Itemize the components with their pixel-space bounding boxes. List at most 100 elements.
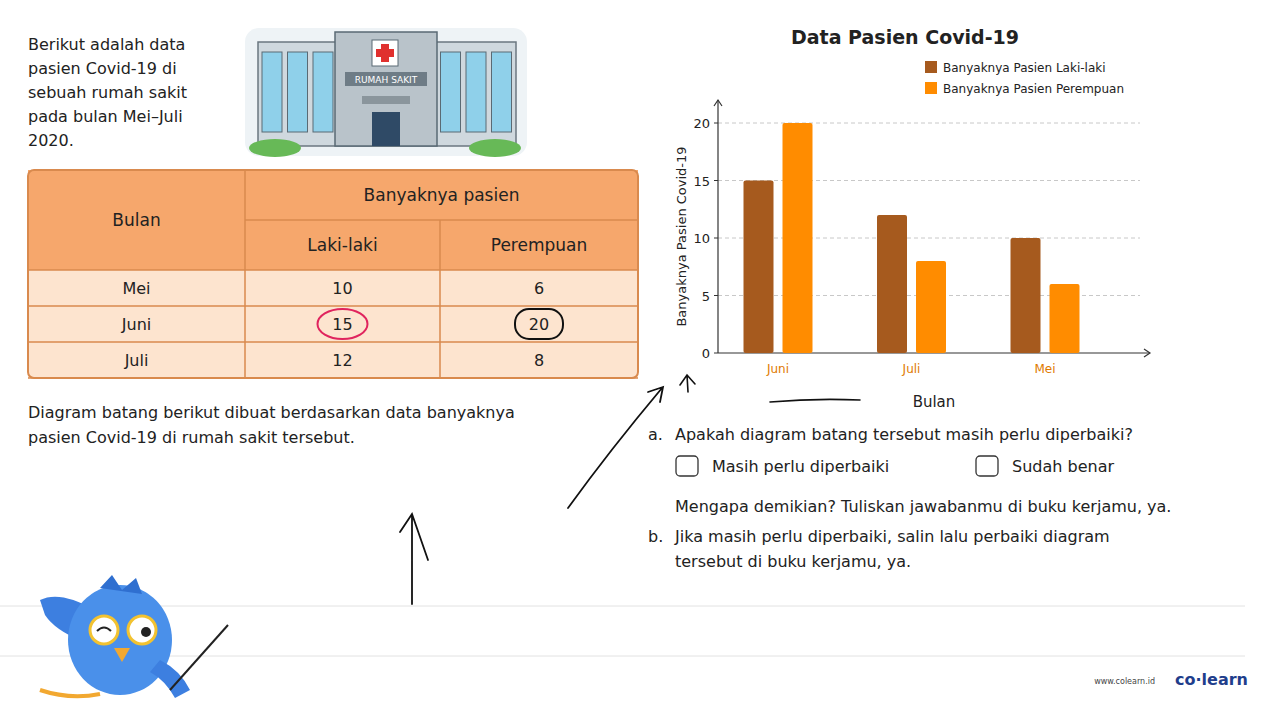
- table-cell: Mei: [122, 279, 150, 298]
- body-bg: [28, 270, 638, 378]
- table-header: Bulan: [112, 210, 160, 230]
- table-line: [28, 341, 638, 343]
- bar: [1011, 238, 1041, 353]
- window: [288, 52, 308, 132]
- bar: [877, 215, 907, 353]
- table-line: [28, 305, 638, 307]
- y-tick-label: 0: [702, 346, 710, 361]
- bar-chart: Data Pasien Covid-1905101520JuniJuliMeiB…: [674, 26, 1150, 411]
- intro-text: Berikut adalah data: [28, 35, 185, 54]
- y-tick-label: 10: [693, 231, 710, 246]
- intro-text: 2020.: [28, 131, 74, 150]
- y-axis-label: Banyaknya Pasien Covid-19: [674, 146, 689, 326]
- body: [68, 585, 172, 695]
- table-cell: 10: [332, 279, 352, 298]
- option-text: Sudah benar: [1012, 457, 1114, 476]
- legend-label: Banyaknya Pasien Laki-laki: [943, 61, 1106, 75]
- question-text: Apakah diagram batang tersebut masih per…: [675, 425, 1133, 444]
- y-tick-label: 5: [702, 289, 710, 304]
- footer-logo: co·learn: [1175, 670, 1248, 689]
- intro-text: sebuah rumah sakit: [28, 83, 187, 102]
- table-subheader: Laki-laki: [307, 235, 377, 255]
- tower: [335, 32, 437, 146]
- table-cell: 12: [332, 351, 352, 370]
- x-tick-label: Mei: [1034, 362, 1055, 376]
- bar: [783, 123, 813, 353]
- page: Berikut adalah data pasien Covid-19 di seb…: [0, 0, 1280, 720]
- table-cell: 8: [534, 351, 544, 370]
- table-line: [28, 377, 638, 379]
- question-label: a.: [648, 425, 663, 444]
- cross: [376, 49, 394, 57]
- table-cell: Juni: [121, 315, 151, 334]
- pointer: [170, 625, 228, 690]
- legend-swatch: [925, 61, 937, 73]
- bar: [1050, 284, 1080, 353]
- table-line: [28, 269, 638, 271]
- table-line: [244, 170, 246, 378]
- bush: [249, 139, 301, 157]
- checkbox: [976, 456, 998, 476]
- window: [313, 52, 333, 132]
- background: [0, 0, 1280, 720]
- y-axis-arrow: [714, 100, 722, 106]
- table-border: [28, 170, 638, 378]
- x-tick-label: Juni: [766, 362, 789, 376]
- hand-circle: [318, 309, 368, 339]
- table-cell: Juli: [124, 351, 149, 370]
- mascot: [40, 575, 228, 698]
- table-line: [439, 220, 441, 378]
- question-label: b.: [648, 527, 663, 546]
- wing: [150, 660, 190, 698]
- data-table: Bulan Banyaknya pasien Laki-laki Perempuan M…: [28, 170, 638, 378]
- grid-line: [718, 123, 1140, 124]
- door: [372, 112, 400, 146]
- checkbox: [676, 456, 698, 476]
- bar: [916, 261, 946, 353]
- hospital-illustration: RUMAH SAKIT: [245, 28, 527, 157]
- hand-arrow: [568, 387, 663, 508]
- question-text: Mengapa demikian? Tuliskan jawabanmu di …: [675, 497, 1171, 516]
- bars: [744, 123, 1080, 353]
- legend-swatch: [925, 82, 937, 94]
- table-cell: 6: [534, 279, 544, 298]
- legend: Banyaknya Pasien Laki-laki Banyaknya Pasi…: [925, 61, 1124, 96]
- window: [441, 52, 461, 132]
- header-bg: [28, 170, 638, 270]
- crest: [100, 575, 142, 594]
- hand-arrow: [400, 514, 428, 604]
- x-tick-label: Juli: [902, 362, 921, 376]
- x-axis-arrow: [1144, 349, 1150, 357]
- window: [492, 52, 512, 132]
- hand-underline: [770, 399, 860, 402]
- grid-line: [718, 238, 1140, 239]
- table-cell: 20: [529, 315, 549, 334]
- table-header: Banyaknya pasien: [364, 185, 520, 205]
- x-axis-label: Bulan: [913, 393, 956, 411]
- eye: [141, 627, 151, 637]
- feet: [40, 690, 100, 696]
- sign-text: RUMAH SAKIT: [355, 75, 418, 85]
- eye: [97, 628, 111, 632]
- legend-label: Banyaknya Pasien Perempuan: [943, 82, 1124, 96]
- rule-line: [0, 606, 1245, 607]
- glasses: [90, 616, 118, 644]
- table-subheader: Perempuan: [491, 235, 588, 255]
- option-text: Masih perlu diperbaiki: [712, 457, 889, 476]
- question-text: Jika masih perlu diperbaiki, salin lalu …: [674, 527, 1110, 546]
- table-line: [245, 219, 638, 221]
- table-cell: 15: [332, 315, 352, 334]
- window: [262, 52, 282, 132]
- rule-line: [0, 656, 1245, 657]
- intro-text: pasien Covid-19 di: [28, 59, 177, 78]
- hand-circle: [515, 309, 563, 339]
- chart-title: Data Pasien Covid-19: [791, 26, 1019, 48]
- footer-url: www.colearn.id: [1094, 677, 1155, 686]
- bush: [469, 139, 521, 157]
- hand-arrow: [680, 375, 695, 392]
- canopy: [362, 96, 410, 104]
- window: [466, 52, 486, 132]
- caption-text: pasien Covid-19 di rumah sakit tersebut.: [28, 428, 355, 447]
- cross-box: [372, 40, 398, 66]
- bar: [744, 181, 774, 354]
